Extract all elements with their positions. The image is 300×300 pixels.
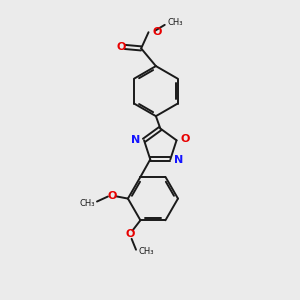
Text: N: N <box>175 155 184 165</box>
Text: O: O <box>116 42 126 52</box>
Text: CH₃: CH₃ <box>167 18 183 27</box>
Text: O: O <box>125 230 135 239</box>
Text: N: N <box>131 135 140 145</box>
Text: CH₃: CH₃ <box>79 199 94 208</box>
Text: O: O <box>181 134 190 144</box>
Text: O: O <box>152 27 162 37</box>
Text: O: O <box>107 190 116 201</box>
Text: CH₃: CH₃ <box>138 247 154 256</box>
